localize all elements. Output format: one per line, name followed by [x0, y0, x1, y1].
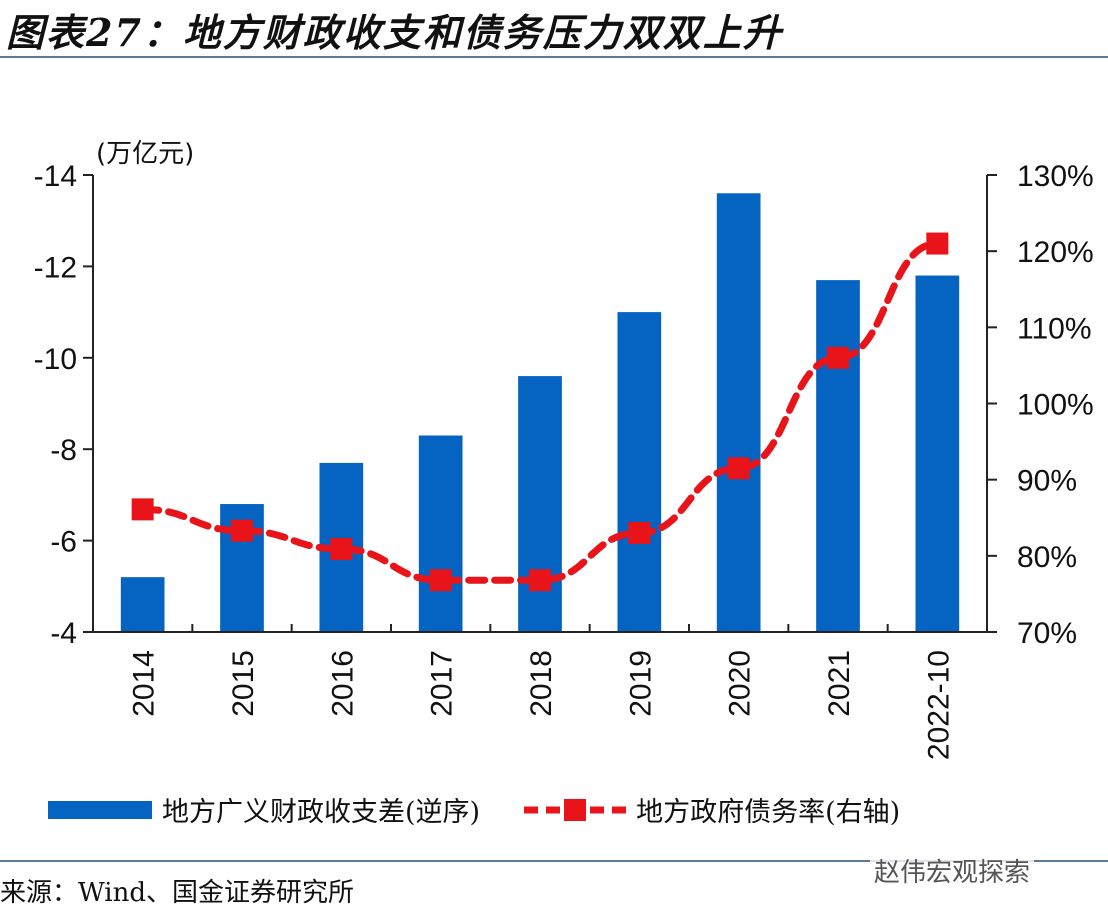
bar-2018	[518, 376, 562, 632]
bar-2017	[418, 435, 463, 632]
bar-2021	[816, 280, 860, 632]
left-axis-unit: (万亿元)	[96, 139, 194, 169]
legend: 地方广义财政收支差(逆序) 地方政府债务率(右轴)	[48, 790, 900, 829]
debt-ratio-marker-2017	[429, 569, 452, 592]
x-tick-label: 2020	[724, 650, 757, 717]
top-divider	[0, 56, 1108, 58]
legend-line-swatch	[524, 798, 627, 821]
debt-ratio-line	[139, 240, 941, 584]
debt-ratio-marker-2016	[330, 537, 353, 560]
x-tick-label: 2016	[326, 650, 359, 717]
right-tick-label: 100%	[1017, 389, 1094, 422]
debt-ratio-marker-2018	[529, 569, 551, 592]
right-tick-label: 90%	[1017, 465, 1077, 498]
left-tick-label: -12	[34, 251, 77, 284]
right-tick-label: 110%	[1017, 312, 1092, 345]
x-tick-label: 2015	[227, 650, 260, 717]
left-tick-label: -10	[34, 343, 77, 376]
bar-2020	[716, 193, 761, 632]
legend-bar-label: 地方广义财政收支差(逆序)	[162, 797, 481, 828]
x-tick-label: 2021	[823, 650, 856, 717]
right-tick-label: 120%	[1017, 236, 1094, 269]
bottom-divider	[0, 860, 1108, 862]
bar-2019	[617, 312, 662, 632]
bar-2022-10	[915, 275, 960, 632]
x-tick-label: 2018	[525, 650, 558, 717]
left-tick-label: -8	[50, 434, 77, 467]
left-tick-label: -14	[34, 160, 77, 193]
x-tick-label: 2019	[624, 650, 657, 717]
bar-2014	[120, 577, 165, 632]
left-tick-label: -4	[50, 617, 77, 650]
debt-ratio-marker-2019	[628, 521, 651, 544]
watermark: 赵伟宏观探索	[870, 852, 1035, 889]
legend-line-label: 地方政府债务率(右轴)	[636, 797, 901, 828]
right-tick-label: 130%	[1017, 160, 1094, 193]
x-tick-label: 2017	[426, 650, 459, 717]
x-tick-label: 2014	[128, 650, 161, 717]
legend-bar-swatch	[48, 800, 152, 819]
debt-ratio-marker-2014	[131, 498, 154, 521]
debt-ratio-marker-2022-10	[926, 232, 949, 255]
source-note: 来源：Wind、国金证券研究所	[0, 878, 354, 908]
debt-ratio-marker-2015	[231, 519, 253, 542]
chart-title: 图表27：地方财政收支和债务压力双双上升	[6, 10, 783, 55]
chart-area: -14 -12 -10 -8 -6 -4 130% 120% 110% 100% 90% 80% 70%…	[34, 139, 1094, 760]
x-tick-label: 2022-10	[922, 650, 955, 760]
right-tick-label: 80%	[1017, 541, 1077, 574]
right-tick-label: 70%	[1017, 617, 1077, 650]
debt-ratio-marker-2020	[727, 457, 750, 480]
left-tick-label: -6	[50, 526, 77, 559]
debt-ratio-marker-2021	[827, 346, 849, 369]
